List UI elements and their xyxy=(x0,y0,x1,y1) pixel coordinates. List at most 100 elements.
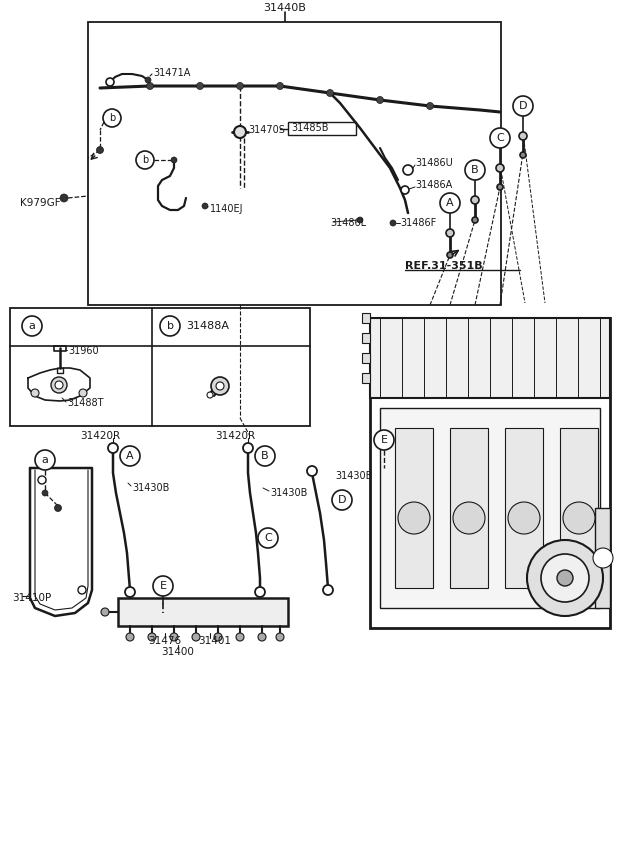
Circle shape xyxy=(101,608,109,616)
Text: 31960: 31960 xyxy=(68,346,99,356)
Circle shape xyxy=(472,217,478,223)
Text: D: D xyxy=(519,101,528,111)
Text: 31410P: 31410P xyxy=(12,593,51,603)
Bar xyxy=(362,353,370,363)
Circle shape xyxy=(323,585,333,595)
Text: 1140EJ: 1140EJ xyxy=(210,204,244,214)
Circle shape xyxy=(376,97,384,103)
Circle shape xyxy=(216,382,224,390)
Text: 31440B: 31440B xyxy=(264,3,306,13)
Circle shape xyxy=(54,505,61,511)
Text: 31486U: 31486U xyxy=(415,158,452,168)
Text: 31488T: 31488T xyxy=(67,398,104,408)
Text: C: C xyxy=(264,533,272,543)
Text: E: E xyxy=(381,435,388,445)
Circle shape xyxy=(519,132,527,140)
Circle shape xyxy=(145,77,151,83)
Circle shape xyxy=(258,528,278,548)
Circle shape xyxy=(79,389,87,397)
Circle shape xyxy=(136,151,154,169)
Bar xyxy=(370,318,610,398)
Text: B: B xyxy=(471,165,479,175)
Circle shape xyxy=(390,220,396,226)
Circle shape xyxy=(120,446,140,466)
Circle shape xyxy=(55,381,63,389)
Bar xyxy=(595,508,610,608)
Text: a: a xyxy=(29,321,36,331)
Circle shape xyxy=(60,194,68,202)
Circle shape xyxy=(401,186,409,194)
Text: 31430B: 31430B xyxy=(132,483,169,493)
Circle shape xyxy=(51,377,67,393)
Text: C: C xyxy=(496,133,504,143)
Bar xyxy=(370,318,610,628)
Text: 31430B: 31430B xyxy=(270,488,308,498)
Text: 31486A: 31486A xyxy=(415,180,452,190)
Circle shape xyxy=(332,490,352,510)
Text: D: D xyxy=(338,495,346,505)
Circle shape xyxy=(236,633,244,641)
Circle shape xyxy=(243,443,253,453)
Circle shape xyxy=(211,377,229,395)
Text: B: B xyxy=(261,451,269,461)
Circle shape xyxy=(307,466,317,476)
Circle shape xyxy=(22,316,42,336)
Bar xyxy=(560,428,598,588)
Circle shape xyxy=(258,633,266,641)
Bar xyxy=(362,313,370,323)
Circle shape xyxy=(214,633,222,641)
Text: 31485B: 31485B xyxy=(291,123,329,133)
Circle shape xyxy=(125,587,135,597)
Bar xyxy=(88,22,501,305)
Text: K979GF: K979GF xyxy=(20,198,61,208)
Text: 31486F: 31486F xyxy=(400,218,436,228)
Circle shape xyxy=(42,490,48,496)
Circle shape xyxy=(146,82,154,90)
Bar xyxy=(288,122,356,135)
Circle shape xyxy=(527,540,603,616)
Text: A: A xyxy=(446,198,454,208)
Bar xyxy=(395,428,433,588)
Circle shape xyxy=(96,147,104,153)
Circle shape xyxy=(426,103,434,109)
Circle shape xyxy=(374,430,394,450)
Bar xyxy=(362,373,370,383)
Circle shape xyxy=(403,165,413,175)
Circle shape xyxy=(398,502,430,534)
Text: b: b xyxy=(142,155,148,165)
Text: 31471A: 31471A xyxy=(153,68,191,78)
Text: 31470S: 31470S xyxy=(248,125,285,135)
Text: 31420R: 31420R xyxy=(215,431,255,441)
Text: b: b xyxy=(166,321,174,331)
Bar xyxy=(118,598,288,626)
Circle shape xyxy=(557,570,573,586)
Circle shape xyxy=(78,586,86,594)
Text: REF.31-351B: REF.31-351B xyxy=(405,261,482,271)
Circle shape xyxy=(160,316,180,336)
Circle shape xyxy=(234,126,246,138)
Text: 31476: 31476 xyxy=(148,636,181,646)
Circle shape xyxy=(103,109,121,127)
Circle shape xyxy=(148,633,156,641)
Circle shape xyxy=(465,160,485,180)
Circle shape xyxy=(202,203,208,209)
Text: b: b xyxy=(109,113,115,123)
Text: 31486L: 31486L xyxy=(330,218,366,228)
Bar xyxy=(380,408,600,608)
Circle shape xyxy=(192,633,200,641)
Circle shape xyxy=(108,443,118,453)
Circle shape xyxy=(513,96,533,116)
Circle shape xyxy=(471,196,479,204)
Circle shape xyxy=(508,502,540,534)
Circle shape xyxy=(563,502,595,534)
Circle shape xyxy=(31,389,39,397)
Text: 31401: 31401 xyxy=(198,636,231,646)
Circle shape xyxy=(496,164,504,172)
Circle shape xyxy=(255,446,275,466)
Circle shape xyxy=(170,633,178,641)
Text: 31420R: 31420R xyxy=(80,431,120,441)
Circle shape xyxy=(453,502,485,534)
Circle shape xyxy=(276,82,284,90)
Circle shape xyxy=(520,152,526,158)
Circle shape xyxy=(153,576,173,596)
